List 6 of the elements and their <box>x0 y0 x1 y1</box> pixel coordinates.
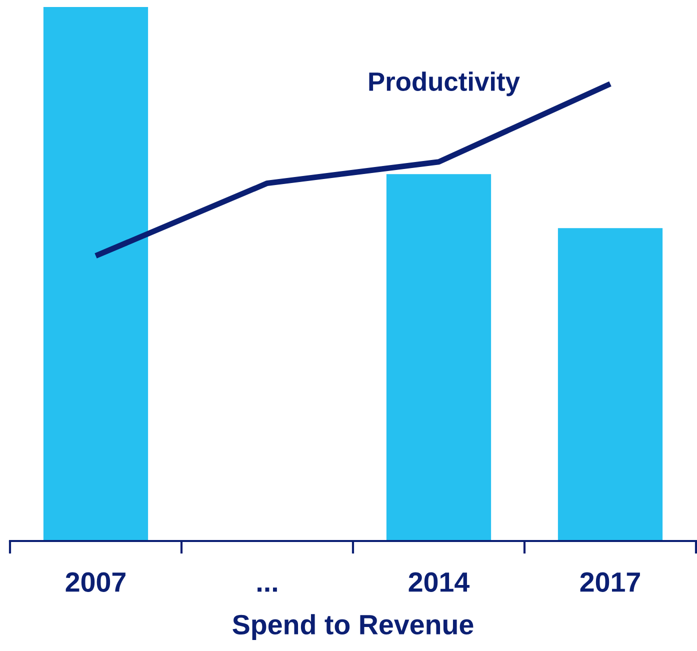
x-tick-label: 2017 <box>580 572 640 592</box>
x-tick-label: ... <box>258 588 277 592</box>
x-tick-label: 2014 <box>408 572 470 592</box>
x-tick-label: 2007 <box>66 572 126 592</box>
x-axis-title: Spend to Revenue <box>232 614 474 640</box>
series-label: Productivity <box>369 72 520 96</box>
